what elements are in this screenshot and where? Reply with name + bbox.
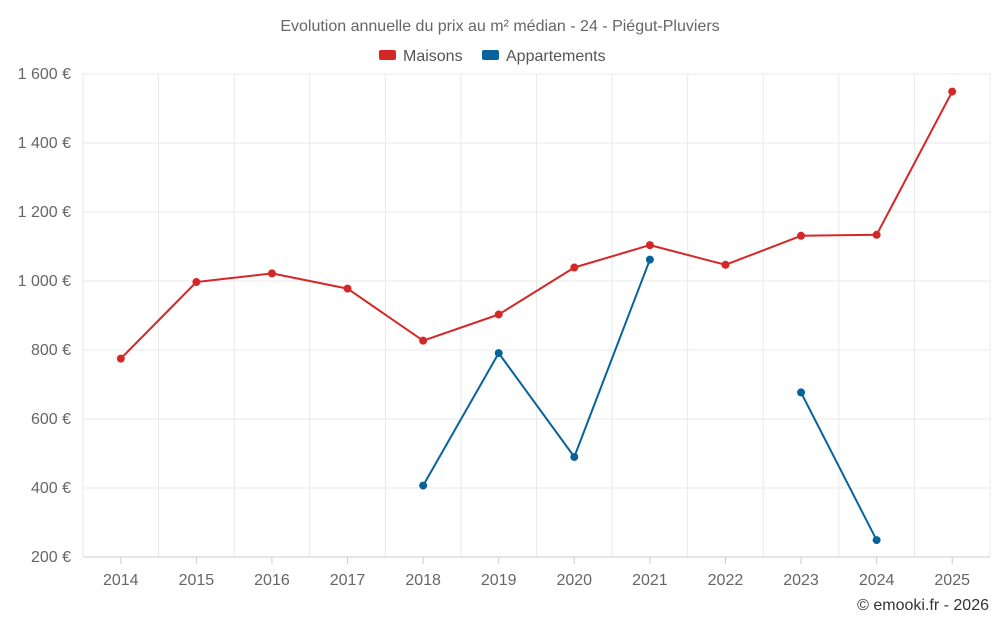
legend-item-maisons[interactable]: Maisons — [379, 48, 463, 65]
y-tick-label: 1 200 € — [18, 204, 71, 221]
credit-text[interactable]: © emooki.fr - 2026 — [857, 597, 989, 614]
x-tick-label: 2022 — [708, 572, 744, 589]
y-tick-label: 400 € — [31, 480, 71, 497]
data-point[interactable] — [419, 336, 428, 345]
y-tick-label: 1 000 € — [18, 273, 71, 290]
y-tick-label: 600 € — [31, 411, 71, 428]
data-point[interactable] — [494, 349, 503, 358]
legend: Maisons Appartements — [379, 48, 606, 65]
legend-swatch-maisons — [379, 50, 396, 60]
x-tick-label: 2016 — [254, 572, 290, 589]
data-point[interactable] — [721, 260, 730, 269]
data-point[interactable] — [343, 284, 352, 293]
data-point[interactable] — [645, 255, 654, 264]
legend-label-appartements: Appartements — [506, 48, 606, 65]
data-point[interactable] — [570, 452, 579, 461]
series-appartements — [419, 255, 881, 545]
y-axis-labels: 200 € 400 € 600 € 800 € 1 000 € 1 200 € 1 400 … — [18, 66, 71, 566]
data-point[interactable] — [267, 269, 276, 278]
data-point[interactable] — [494, 310, 503, 319]
y-tick-label: 800 € — [31, 342, 71, 359]
x-tick-label: 2019 — [481, 572, 517, 589]
data-point[interactable] — [872, 230, 881, 239]
y-tick-label: 1 600 € — [18, 66, 71, 83]
x-axis-labels: 2014 2015 2016 2017 2018 2019 2020 2021 2022 2023… — [103, 557, 970, 589]
x-tick-label: 2020 — [556, 572, 592, 589]
x-tick-label: 2014 — [103, 572, 139, 589]
data-point[interactable] — [645, 241, 654, 250]
series-line-maisons — [119, 90, 954, 360]
x-tick-label: 2023 — [783, 572, 819, 589]
legend-swatch-appartements — [482, 50, 499, 60]
data-point[interactable] — [797, 388, 806, 397]
data-point[interactable] — [872, 536, 881, 545]
x-tick-label: 2024 — [859, 572, 895, 589]
data-point[interactable] — [419, 481, 428, 490]
legend-item-appartements[interactable]: Appartements — [482, 48, 606, 65]
legend-label-maisons: Maisons — [403, 48, 463, 65]
data-point[interactable] — [797, 231, 806, 240]
data-point[interactable] — [570, 263, 579, 272]
x-tick-label: 2021 — [632, 572, 668, 589]
y-tick-label: 200 € — [31, 549, 71, 566]
x-tick-label: 2015 — [179, 572, 215, 589]
data-point[interactable] — [116, 354, 125, 363]
data-point[interactable] — [192, 278, 201, 287]
series — [116, 87, 957, 545]
x-tick-label: 2025 — [934, 572, 970, 589]
series-maisons — [116, 87, 957, 363]
data-point[interactable] — [948, 87, 957, 96]
chart-title: Evolution annuelle du prix au m² médian … — [280, 18, 719, 35]
grid — [82, 73, 991, 557]
x-tick-label: 2018 — [405, 572, 441, 589]
series-line-appartements — [422, 258, 878, 542]
y-tick-label: 1 400 € — [18, 135, 71, 152]
x-tick-label: 2017 — [330, 572, 366, 589]
